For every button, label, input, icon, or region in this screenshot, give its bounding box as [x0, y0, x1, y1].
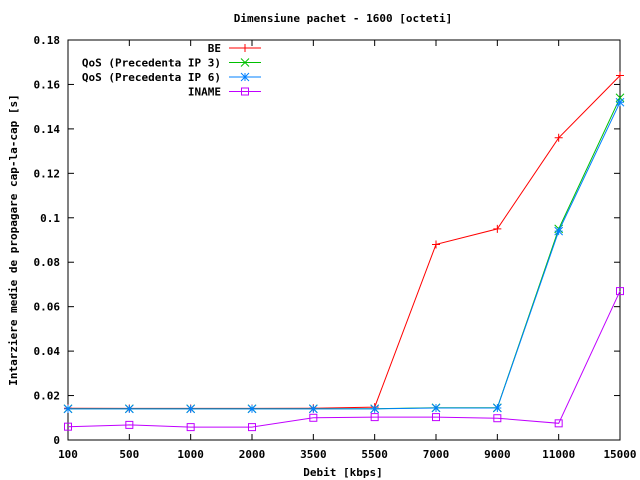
y-axis-label: Intarziere medie de propagare cap-la-cap…: [7, 94, 20, 385]
data-point: [63, 404, 73, 414]
x-tick-label: 7000: [423, 448, 450, 461]
data-point: [186, 423, 195, 432]
y-tick-label: 0.12: [34, 167, 61, 180]
data-point: [370, 404, 380, 414]
series-line: [67, 75, 621, 409]
y-tick-label: 0.16: [34, 78, 61, 91]
legend-marker: [241, 87, 249, 96]
data-point: [248, 423, 256, 432]
legend-marker: [241, 44, 249, 52]
data-point: [616, 287, 624, 296]
series-0: [64, 71, 624, 413]
data-point: [309, 413, 318, 422]
y-tick-label: 0.06: [34, 301, 61, 314]
y-tick-label: 0.14: [34, 123, 61, 136]
data-point: [492, 403, 502, 413]
data-point: [615, 97, 625, 107]
x-tick-label: 15000: [603, 448, 636, 461]
series-3: [64, 287, 624, 432]
x-tick-label: 500: [119, 448, 139, 461]
y-tick-label: 0.1: [40, 212, 60, 225]
series-layer: [63, 71, 625, 432]
data-point: [247, 404, 257, 414]
x-tick-label: 2000: [239, 448, 266, 461]
data-point: [616, 71, 624, 80]
series-line: [67, 290, 621, 428]
data-point: [432, 413, 440, 422]
data-point: [370, 413, 379, 422]
data-point: [186, 404, 196, 414]
x-tick-label: 11000: [542, 448, 575, 461]
x-tick-label: 5500: [361, 448, 388, 461]
legend-label: INAME: [188, 86, 221, 99]
legend-marker: [240, 72, 250, 82]
data-point: [431, 403, 441, 413]
data-point: [64, 422, 72, 431]
data-point: [124, 404, 134, 414]
x-tick-label: 1000: [177, 448, 204, 461]
data-point: [554, 419, 563, 428]
data-point: [308, 404, 318, 414]
x-tick-label: 9000: [484, 448, 511, 461]
x-axis-label: Debit [kbps]: [303, 466, 382, 479]
x-tick-label: 3500: [300, 448, 327, 461]
chart-title: Dimensiune pachet - 1600 [octeti]: [234, 12, 453, 25]
plot-area-frame: [67, 39, 621, 441]
data-point: [125, 420, 134, 429]
legend-label: QoS (Precedenta IP 6): [82, 71, 221, 84]
series-line: [68, 101, 621, 410]
series-1: [63, 93, 625, 414]
y-tick-label: 0: [53, 434, 60, 447]
data-point: [493, 224, 502, 233]
legend-label: BE: [208, 42, 221, 55]
axis-ticks: 0 0.02 0.04 0.06 0.08 0.1 0.12 0.14 0.16 0.18 100 5…: [34, 34, 637, 461]
y-tick-label: 0.04: [34, 345, 61, 358]
x-tick-label: 100: [58, 448, 78, 461]
data-point: [554, 226, 564, 236]
legend: BE QoS (Precedenta IP 3)QoS (Precedenta I…: [82, 42, 261, 99]
data-point: [493, 414, 502, 423]
y-tick-label: 0.08: [34, 256, 61, 269]
series-line: [68, 97, 621, 410]
y-tick-label: 0.18: [34, 34, 61, 47]
y-tick-label: 0.02: [34, 390, 61, 403]
series-2: [63, 97, 625, 414]
legend-marker: [240, 58, 250, 67]
legend-label: QoS (Precedenta IP 3): [82, 57, 221, 70]
data-point: [615, 93, 625, 103]
data-point: [554, 133, 563, 142]
data-point: [432, 240, 440, 249]
